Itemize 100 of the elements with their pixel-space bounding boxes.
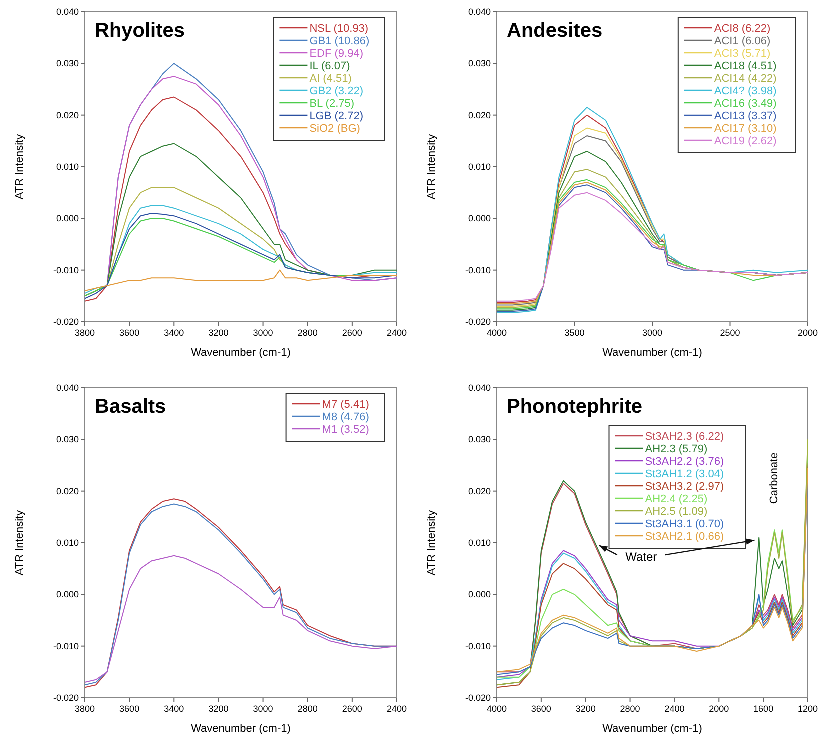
y-tick-label: -0.010: [53, 641, 79, 652]
chart-title: Rhyolites: [95, 20, 186, 42]
y-tick-label: 0.040: [468, 383, 491, 393]
x-tick-label: 3800: [74, 328, 96, 338]
x-tick-label: 3200: [576, 704, 596, 714]
legend-label: AH2.3 (5.79): [645, 444, 708, 456]
line-series: [84, 555, 398, 683]
x-tick-label: 3000: [642, 328, 663, 338]
x-tick-label: 3800: [74, 704, 96, 714]
y-tick-label: 0.000: [468, 590, 491, 600]
x-tick-label: 2400: [664, 704, 685, 714]
y-tick-label: 0.020: [468, 110, 491, 120]
legend-label: St3AH2.3 (6.22): [645, 431, 724, 443]
x-tick-label: 2800: [298, 704, 318, 714]
y-tick-label: 0.000: [468, 214, 491, 224]
legend-label: ACI1 (6.06): [714, 36, 771, 48]
legend-label: NSL (10.93): [310, 23, 369, 35]
x-tick-label: 3200: [208, 328, 229, 338]
annotation: Carbonate: [768, 452, 780, 504]
x-tick-label: 3400: [164, 704, 184, 714]
y-tick-label: -0.020: [53, 693, 79, 703]
y-tick-label: -0.020: [465, 317, 491, 327]
y-axis-title: ATR Intensity: [426, 510, 438, 576]
x-tick-label: 2000: [709, 704, 730, 714]
legend-label: LGB (2.72): [310, 110, 364, 122]
y-tick-label: 0.010: [56, 162, 79, 172]
y-tick-label: 0.040: [56, 7, 79, 17]
y-tick-label: 0.030: [56, 434, 79, 445]
y-tick-label: 0.030: [56, 58, 79, 69]
y-axis-title: ATR Intensity: [14, 134, 26, 200]
legend-label: ACI8 (6.22): [714, 23, 771, 35]
y-tick-label: 0.010: [468, 538, 491, 548]
chart-title: Andesites: [507, 20, 603, 42]
x-tick-label: 2800: [298, 328, 318, 338]
x-tick-label: 2600: [342, 704, 362, 714]
legend-label: M7 (5.41): [322, 399, 370, 411]
legend-label: St3AH2.1 (0.66): [645, 531, 724, 543]
y-axis-title: ATR Intensity: [14, 510, 26, 576]
x-tick-label: 2400: [386, 704, 408, 714]
y-tick-label: 0.040: [468, 7, 491, 17]
y-tick-label: -0.020: [465, 693, 491, 703]
legend-label: ACI19 (2.62): [714, 136, 777, 148]
x-tick-label: 1600: [754, 704, 774, 714]
y-tick-label: 0.000: [56, 214, 79, 224]
y-tick-label: 0.030: [468, 434, 491, 445]
x-axis-title: Wavenumber (cm-1): [602, 723, 702, 735]
x-tick-label: 2400: [386, 328, 408, 338]
x-tick-label: 1200: [798, 704, 818, 714]
legend-label: SiO2 (BG): [310, 123, 360, 135]
x-tick-label: 3600: [531, 704, 552, 714]
x-tick-label: 3600: [120, 328, 140, 338]
y-tick-label: 0.030: [468, 58, 491, 69]
legend-label: ACI13 (3.37): [714, 110, 777, 122]
legend-label: AH2.4 (2.25): [645, 494, 708, 506]
chart-title: Basalts: [95, 396, 166, 418]
legend-label: GB1 (10.86): [310, 36, 370, 48]
legend-label: St3AH3.2 (2.97): [645, 481, 724, 493]
x-tick-label: 3200: [208, 704, 229, 714]
y-tick-label: -0.010: [465, 265, 491, 276]
legend-label: ACI3 (5.71): [714, 48, 771, 60]
y-tick-label: 0.000: [56, 590, 79, 600]
x-tick-label: 4000: [486, 328, 508, 338]
chart-title: Phonotephrite: [507, 396, 643, 418]
legend-label: ACI14 (4.22): [714, 73, 777, 85]
x-tick-label: 3600: [120, 704, 140, 714]
y-axis-title: ATR Intensity: [426, 134, 438, 200]
y-tick-label: 0.020: [56, 110, 79, 120]
x-tick-label: 2800: [620, 704, 640, 714]
x-tick-label: 3400: [164, 328, 184, 338]
y-tick-label: 0.020: [468, 486, 491, 496]
legend-label: M8 (4.76): [322, 412, 370, 424]
y-tick-label: 0.020: [56, 486, 79, 496]
legend-label: ACI16 (3.49): [714, 98, 777, 110]
legend-label: M1 (3.52): [322, 424, 370, 436]
x-tick-label: 2500: [720, 328, 740, 338]
annotation: Water: [626, 550, 658, 564]
x-tick-label: 2000: [798, 328, 818, 338]
x-tick-label: 3000: [253, 328, 274, 338]
legend-label: IL (6.07): [310, 60, 350, 72]
x-tick-label: 3500: [564, 328, 585, 338]
x-tick-label: 4000: [486, 704, 508, 714]
legend-label: AI (4.51): [310, 73, 352, 85]
x-axis-title: Wavenumber (cm-1): [602, 347, 702, 359]
y-tick-label: -0.010: [53, 265, 79, 276]
legend-label: St3AH1.2 (3.04): [645, 468, 724, 480]
x-axis-title: Wavenumber (cm-1): [191, 723, 291, 735]
legend-label: St3AH3.1 (0.70): [645, 518, 724, 530]
legend-label: AH2.5 (1.09): [645, 506, 708, 518]
legend-label: St3AH2.2 (3.76): [645, 456, 724, 468]
x-axis-title: Wavenumber (cm-1): [191, 347, 291, 359]
x-tick-label: 2600: [342, 328, 362, 338]
y-tick-label: 0.010: [56, 538, 79, 548]
line-series: [84, 270, 398, 292]
y-tick-label: 0.010: [468, 162, 491, 172]
legend-label: ACI18 (4.51): [714, 60, 777, 72]
legend-label: ACI17 (3.10): [714, 123, 777, 135]
y-tick-label: -0.010: [465, 641, 491, 652]
legend-label: GB2 (3.22): [310, 86, 364, 98]
x-tick-label: 3000: [253, 704, 274, 714]
legend-label: EDF (9.94): [310, 48, 364, 60]
